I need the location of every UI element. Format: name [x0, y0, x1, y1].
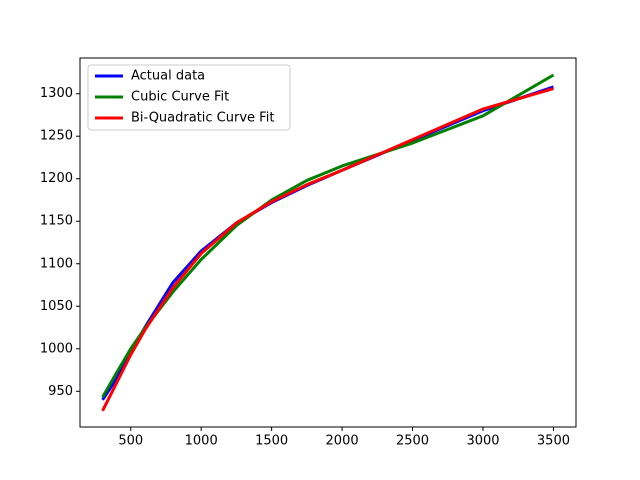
y-tick-label: 1050 — [40, 299, 73, 314]
x-tick-label: 2500 — [396, 434, 429, 449]
y-tick-label: 1150 — [40, 214, 73, 229]
legend-box — [87, 64, 291, 131]
y-tick-label: 1200 — [40, 171, 73, 186]
x-tick-label: 1000 — [185, 434, 218, 449]
y-tick-label: 1300 — [40, 86, 73, 101]
x-tick-label: 2000 — [326, 434, 359, 449]
y-tick-label: 950 — [48, 384, 73, 399]
x-tick-label: 1500 — [255, 434, 288, 449]
x-tick-label: 3500 — [537, 434, 570, 449]
x-tick-label: 500 — [118, 434, 143, 449]
y-tick-label: 1000 — [40, 341, 73, 356]
y-tick-label: 1250 — [40, 129, 73, 144]
legend-label: Actual data — [131, 69, 205, 84]
data-line — [101, 73, 555, 398]
data-line — [101, 87, 554, 412]
x-tick-label: 3000 — [466, 434, 499, 449]
y-tick-label: 1100 — [40, 256, 73, 271]
axes-frame — [79, 57, 577, 428]
legend-label: Bi-Quadratic Curve Fit — [131, 111, 274, 126]
legend-label: Cubic Curve Fit — [131, 90, 229, 105]
